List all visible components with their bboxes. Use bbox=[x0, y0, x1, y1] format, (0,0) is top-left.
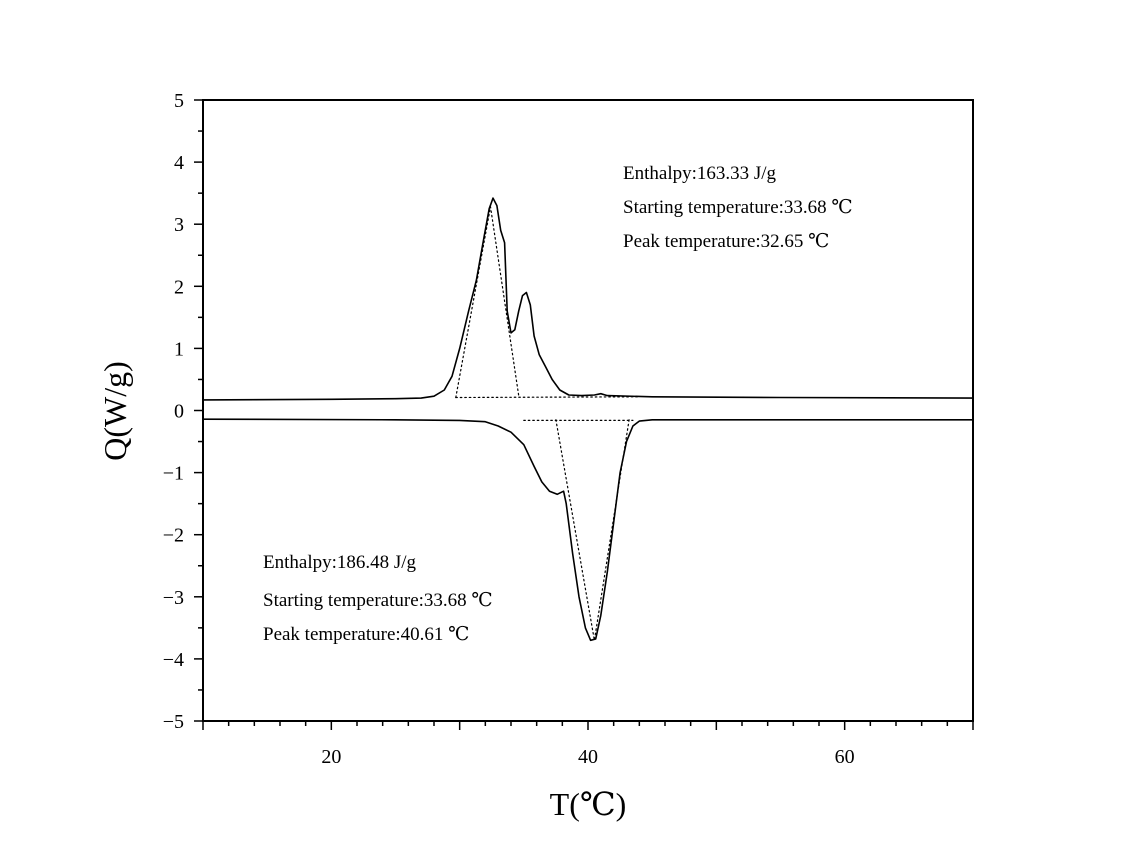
y-tick-label: 2 bbox=[174, 276, 184, 298]
y-tick-labels: −5 −4 −3 −2 −1 0 1 2 3 4 5 bbox=[163, 90, 184, 733]
annotation-upper-peak-temp: Peak temperature:32.65 ℃ bbox=[623, 231, 829, 252]
annotation-lower-start-temp: Starting temperature:33.68 ℃ bbox=[263, 590, 493, 611]
y-tick-label: −2 bbox=[163, 525, 184, 547]
y-tick-label: 5 bbox=[174, 90, 184, 112]
annotation-upper-start-temp: Starting temperature:33.68 ℃ bbox=[623, 197, 853, 218]
x-tick-label: 20 bbox=[321, 746, 341, 768]
integration-guide-line-2 bbox=[455, 206, 520, 399]
annotation-lower-peak-temp: Peak temperature:40.61 ℃ bbox=[263, 624, 469, 645]
y-tick-label: 0 bbox=[174, 401, 184, 423]
y-tick-label: 1 bbox=[174, 338, 184, 360]
y-tick-label: −4 bbox=[163, 649, 184, 671]
heat-flow-curve-1 bbox=[202, 418, 974, 642]
annotation-lower-enthalpy: Enthalpy:186.48 J/g bbox=[263, 552, 417, 573]
integration-guide-line-3 bbox=[455, 396, 640, 399]
y-tick-label: 4 bbox=[174, 152, 184, 174]
axis-ticks bbox=[194, 99, 974, 730]
y-tick-label: 3 bbox=[174, 214, 184, 236]
annotation-upper: Enthalpy:163.33 J/g Starting temperature… bbox=[623, 163, 853, 252]
y-tick-label: −3 bbox=[163, 587, 184, 609]
y-tick-label: −5 bbox=[163, 711, 184, 733]
x-tick-label: 60 bbox=[835, 746, 855, 768]
y-tick-label: −1 bbox=[163, 463, 184, 485]
annotation-lower: Enthalpy:186.48 J/g Starting temperature… bbox=[263, 552, 493, 645]
x-tick-label: 40 bbox=[578, 746, 598, 768]
y-axis-label: Q(W/g) bbox=[97, 361, 133, 461]
integration-guide-line-4 bbox=[555, 419, 630, 641]
x-axis-label: T(℃) bbox=[550, 786, 627, 822]
heat-flow-curve-0 bbox=[202, 197, 974, 401]
curves-layer bbox=[202, 197, 974, 642]
annotation-upper-enthalpy: Enthalpy:163.33 J/g bbox=[623, 163, 777, 184]
x-tick-labels: 20 40 60 bbox=[321, 746, 854, 768]
